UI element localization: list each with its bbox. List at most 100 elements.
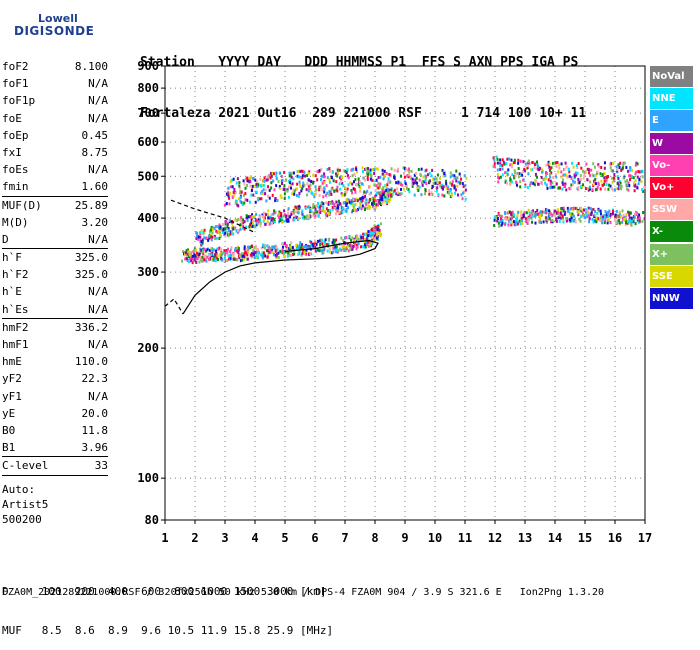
echo-point: [436, 173, 439, 177]
echo-point: [189, 253, 192, 257]
echo-point: [404, 182, 407, 186]
echo-point: [601, 172, 604, 176]
param-separator: [2, 248, 108, 250]
echo-point: [206, 248, 209, 252]
echo-point: [371, 228, 374, 232]
echo-point: [554, 173, 557, 177]
echo-point: [591, 217, 594, 221]
legend-item-w: W: [650, 132, 693, 154]
param-name: h`F: [2, 251, 22, 265]
echo-point: [264, 246, 267, 250]
echo-point: [411, 177, 414, 181]
echo-point: [568, 218, 571, 222]
echo-point: [413, 173, 416, 177]
echo-point: [453, 174, 456, 178]
param-value: 8.100: [74, 60, 108, 73]
param-name: foEs: [2, 163, 29, 177]
echo-point: [267, 245, 270, 249]
echo-point: [213, 255, 216, 259]
echo-point: [496, 168, 499, 172]
echo-point: [574, 220, 577, 224]
echo-point: [442, 185, 445, 189]
echo-point: [551, 181, 554, 185]
echo-point: [367, 166, 370, 170]
echo-point: [276, 199, 279, 203]
echo-point: [192, 250, 195, 254]
echo-point: [398, 193, 401, 197]
echo-point: [344, 249, 347, 253]
echo-point: [596, 170, 599, 174]
echo-point: [338, 247, 341, 251]
echo-point: [531, 161, 534, 165]
echo-point: [290, 175, 293, 179]
echo-point: [357, 242, 360, 246]
x-tick-label: 6: [311, 531, 318, 545]
echo-point: [316, 248, 319, 252]
echo-point: [364, 238, 367, 242]
echo-point: [224, 222, 227, 226]
echo-point: [317, 212, 320, 216]
echo-point: [309, 183, 312, 187]
echo-point: [493, 215, 496, 219]
echo-point: [272, 221, 275, 225]
echo-point: [255, 212, 258, 216]
echo-point: [246, 257, 249, 261]
echo-point: [501, 158, 504, 162]
echo-point: [202, 231, 205, 235]
echo-point: [395, 181, 398, 185]
echo-point: [631, 220, 634, 224]
echo-point: [641, 188, 644, 192]
param-row: fxI 8.75: [2, 144, 108, 161]
echo-point: [384, 195, 387, 199]
echo-point: [255, 223, 258, 227]
echo-point: [266, 220, 269, 224]
echo-point: [317, 239, 320, 243]
echo-point: [504, 210, 507, 214]
echo-point: [219, 231, 222, 235]
echo-point: [290, 250, 293, 254]
echo-point: [229, 191, 232, 195]
echo-point: [368, 230, 371, 234]
echo-point: [237, 248, 240, 252]
echo-point: [316, 201, 319, 205]
echo-point: [564, 210, 567, 214]
echo-point: [550, 219, 553, 223]
echo-point: [262, 255, 265, 259]
echo-point: [208, 234, 211, 238]
echo-point: [601, 217, 604, 221]
param-row: foF1p N/A: [2, 92, 108, 109]
echo-point: [357, 182, 360, 186]
echo-point: [248, 179, 251, 183]
autoscale-line1: Auto:: [2, 482, 36, 496]
echo-point: [267, 216, 270, 220]
echo-point: [549, 179, 552, 183]
echo-point: [326, 191, 329, 195]
echo-point: [425, 174, 428, 178]
echo-point: [369, 244, 372, 248]
echo-point: [608, 212, 611, 216]
echo-point: [377, 184, 380, 188]
echo-point: [589, 180, 592, 184]
echo-point: [357, 177, 360, 181]
echo-point: [390, 187, 393, 191]
echo-point: [242, 179, 245, 183]
echo-point: [240, 190, 243, 194]
echo-point: [368, 184, 371, 188]
echo-point: [330, 192, 333, 196]
param-row: h`F 325.0: [2, 249, 108, 266]
echo-point: [375, 184, 378, 188]
echo-point: [375, 203, 378, 207]
echo-point: [436, 181, 439, 185]
echo-point: [454, 188, 457, 192]
echo-point: [318, 185, 321, 189]
echo-point: [546, 186, 549, 190]
echo-point: [528, 214, 531, 218]
echo-point: [372, 168, 375, 172]
echo-point: [562, 206, 565, 210]
echo-point: [567, 168, 570, 172]
echo-point: [549, 182, 552, 186]
echo-point: [273, 246, 276, 250]
echo-point: [501, 167, 504, 171]
echo-point: [373, 234, 376, 238]
echo-point: [214, 237, 217, 241]
